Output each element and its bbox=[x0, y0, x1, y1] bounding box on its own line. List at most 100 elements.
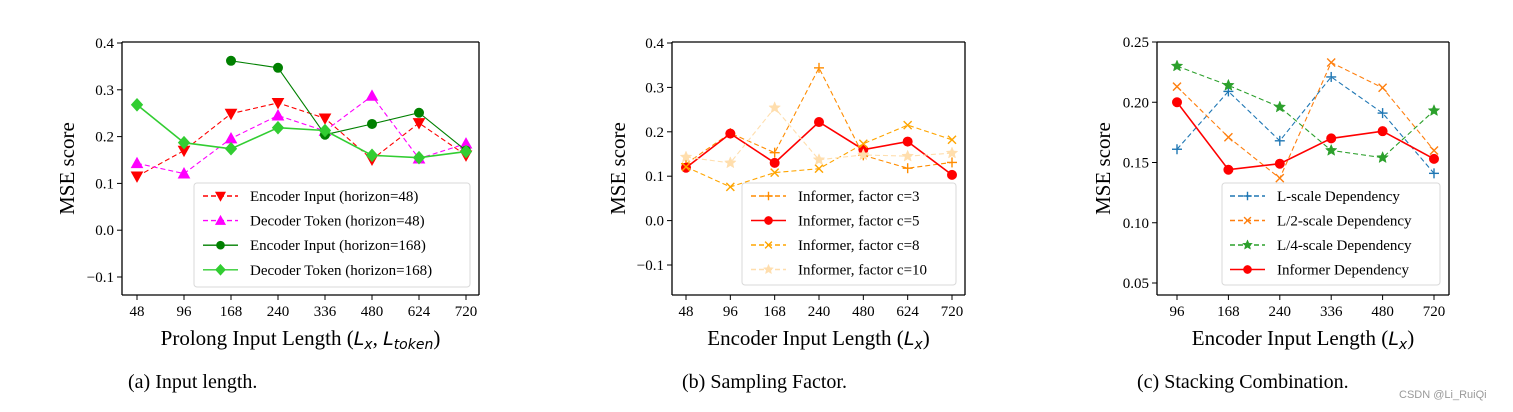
legend-marker bbox=[215, 263, 226, 276]
y-tick-label: 0.0 bbox=[95, 223, 114, 239]
legend-label: Decoder Token (horizon=48) bbox=[250, 214, 425, 230]
data-point bbox=[1326, 133, 1337, 144]
data-point bbox=[947, 135, 957, 145]
series-line bbox=[230, 60, 467, 152]
data-point bbox=[902, 136, 913, 147]
series-line bbox=[1176, 101, 1435, 171]
y-tick-label: −0.1 bbox=[87, 270, 114, 286]
series-line bbox=[136, 104, 467, 159]
legend-marker bbox=[764, 241, 773, 249]
legend-label: Encoder Input (horizon=48) bbox=[250, 189, 418, 205]
x-tick-label: 240 bbox=[267, 304, 290, 320]
legend-item: Informer, factor c=3 bbox=[751, 189, 920, 205]
data-point bbox=[901, 149, 914, 162]
legend-label: Informer Dependency bbox=[1277, 263, 1410, 279]
x-axis-label-text: Encoder Input Length ( bbox=[707, 326, 904, 350]
x-axis-label-text: Encoder Input Length ( bbox=[1192, 326, 1389, 350]
data-point bbox=[177, 167, 191, 179]
data-point bbox=[1172, 82, 1182, 92]
x-axis-label-var: L bbox=[354, 328, 365, 350]
data-point bbox=[768, 101, 781, 114]
series-line bbox=[1176, 76, 1435, 174]
data-point bbox=[1429, 153, 1439, 164]
data-point bbox=[367, 118, 377, 129]
x-tick-label: 480 bbox=[361, 304, 384, 320]
data-point bbox=[770, 168, 780, 178]
x-tick-label: 240 bbox=[808, 304, 831, 320]
x-tick-label: 480 bbox=[1371, 304, 1394, 320]
x-tick-label: 624 bbox=[896, 304, 919, 320]
data-point bbox=[130, 97, 144, 112]
data-point bbox=[858, 139, 868, 149]
subfigure-caption: (c) Stacking Combination. bbox=[1137, 371, 1349, 393]
x-axis-label: Prolong Input Length (Lx, Ltoken) bbox=[161, 326, 441, 353]
data-point bbox=[947, 169, 957, 180]
legend-label: Encoder Input (horizon=168) bbox=[250, 238, 426, 254]
legend-frame bbox=[1221, 182, 1441, 286]
y-tick-label: 0.3 bbox=[645, 80, 664, 96]
y-tick-label: 0.4 bbox=[95, 36, 114, 52]
data-point bbox=[224, 108, 238, 121]
series-1 bbox=[1172, 57, 1439, 183]
y-tick-label: 0.4 bbox=[645, 36, 664, 52]
x-tick-label: 48 bbox=[130, 304, 145, 320]
x-axis-label-var: L bbox=[904, 328, 915, 350]
data-point bbox=[459, 144, 473, 159]
legend-label: L/2-scale Dependency bbox=[1277, 214, 1412, 230]
watermark: CSDN @Li_RuiQi bbox=[1399, 389, 1487, 401]
y-tick-label: 0.2 bbox=[645, 125, 664, 141]
panel-a-input-length: −0.1 0.0 0.1 0.2 0.3 0.4 48 96 168 240 336 480 624 72… bbox=[55, 36, 480, 393]
y-tick-label: 0.1 bbox=[645, 169, 664, 185]
data-point bbox=[1172, 97, 1182, 108]
legend: Informer, factor c=3 Informer, factor c=5… bbox=[741, 182, 957, 286]
y-tick-label: 0.25 bbox=[1123, 35, 1149, 51]
legend: L-scale Dependency L/2-scale Dependency L/… bbox=[1221, 182, 1441, 286]
legend-item: Decoder Token (horizon=48) bbox=[203, 214, 425, 230]
y-tick-label: 0.10 bbox=[1123, 216, 1149, 232]
data-point bbox=[1170, 59, 1184, 72]
legend-item: Informer Dependency bbox=[1230, 263, 1410, 279]
data-point bbox=[318, 123, 332, 138]
x-tick-label: 336 bbox=[1320, 304, 1343, 320]
data-point bbox=[814, 117, 824, 128]
y-axis-label: MSE score bbox=[606, 122, 630, 215]
data-point bbox=[271, 120, 285, 135]
data-point bbox=[1376, 151, 1389, 164]
legend-label: L/4-scale Dependency bbox=[1277, 238, 1412, 254]
x-tick-label: 624 bbox=[408, 304, 431, 320]
series-line bbox=[685, 120, 953, 176]
legend-item: Decoder Token (horizon=168) bbox=[203, 263, 432, 279]
data-point bbox=[814, 62, 824, 73]
data-point bbox=[725, 128, 736, 139]
y-tick-label: 0.2 bbox=[95, 130, 114, 146]
panel-b-sampling-factor: −0.1 0.0 0.1 0.2 0.3 0.4 48 96 168 240 480 624 720 MS… bbox=[606, 36, 966, 393]
series-0 bbox=[1172, 71, 1439, 179]
data-point bbox=[1223, 164, 1234, 175]
series-2 bbox=[226, 55, 471, 156]
x-axis-label-var: L bbox=[1388, 328, 1399, 350]
data-point bbox=[1326, 71, 1337, 82]
x-axis-label-subscript: x bbox=[913, 337, 923, 353]
y-tick-label: 0.15 bbox=[1123, 156, 1149, 172]
x-axis-label-text: ) bbox=[923, 326, 930, 350]
legend-marker bbox=[763, 263, 774, 275]
data-point bbox=[1377, 108, 1388, 119]
data-point bbox=[857, 148, 870, 161]
x-tick-label: 168 bbox=[1217, 304, 1240, 320]
series-2 bbox=[681, 120, 957, 192]
legend-marker bbox=[216, 240, 225, 250]
y-tick-label: 0.0 bbox=[645, 214, 664, 230]
data-point bbox=[1378, 83, 1388, 93]
x-tick-label: 48 bbox=[679, 304, 694, 320]
legend-label: Informer, factor c=5 bbox=[798, 214, 920, 230]
data-point bbox=[365, 148, 379, 163]
legend-item: Encoder Input (horizon=48) bbox=[203, 189, 418, 205]
x-axis-label-subscript: token bbox=[394, 337, 434, 353]
legend-label: L-scale Dependency bbox=[1277, 189, 1400, 205]
data-point bbox=[177, 135, 191, 150]
data-point bbox=[681, 162, 691, 172]
x-tick-label: 240 bbox=[1269, 304, 1292, 320]
data-point bbox=[769, 157, 780, 168]
series-line bbox=[136, 95, 467, 175]
